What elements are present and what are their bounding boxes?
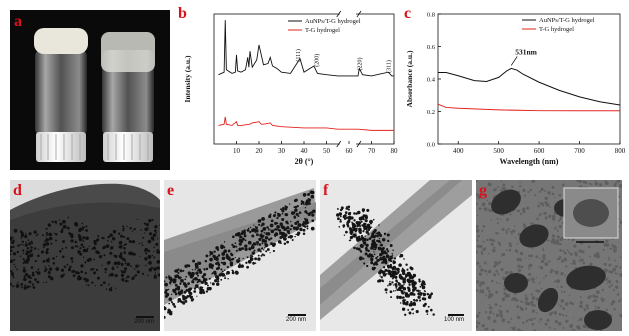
y-axis-label: Intensity (a.u.) [183, 55, 192, 102]
legend-entry: T-G hydrogel [539, 26, 574, 33]
y-axis-label: Absorbance (a.u.) [405, 50, 414, 107]
peak-annotation: (311) [386, 60, 393, 73]
plot-frame [213, 13, 395, 145]
panel-g-label: g [479, 182, 487, 199]
series-line-aunps-tg-hydrogel [218, 20, 394, 77]
x-tick-label: 400 [453, 147, 464, 155]
nanoparticle-aggregates [336, 205, 435, 316]
x-tick-label: 10 [233, 147, 241, 155]
panel-a-photo: a [10, 10, 170, 170]
peak-annotation: 531nm [515, 47, 537, 56]
x-tick-label: 700 [574, 147, 585, 155]
peak-annotation: (220) [356, 58, 363, 71]
y-tick-label: 0.2 [427, 109, 435, 116]
axis-break-mark [356, 10, 362, 18]
x-tick-label: 20 [256, 147, 264, 155]
hrtem-image-g [476, 180, 622, 331]
panel-f-scalebar: 100 nm [444, 314, 464, 323]
plot-frame [437, 13, 621, 145]
series-line-tg-hydrogel [437, 103, 620, 112]
y-tick-label: 0.8 [427, 12, 435, 19]
nanoparticle-aggregates [10, 216, 160, 292]
panel-b-label: b [178, 5, 187, 22]
panel-e-label: e [167, 182, 175, 199]
panel-d-tem: d 200 nm [10, 180, 160, 331]
x-tick-label: 500 [493, 147, 504, 155]
peak-annotation: (111) [295, 49, 302, 62]
x-axis-label: 2θ (°) [295, 157, 314, 166]
x-tick-label: 600 [534, 147, 545, 155]
axis-break-mark [336, 140, 342, 148]
panel-e-scalebar-text: 200 nm [285, 317, 306, 323]
right-vial-gel [101, 32, 155, 72]
panel-g-hrtem: g [476, 180, 622, 331]
right-vial-cap [103, 132, 153, 162]
x-tick-label: 70 [368, 147, 376, 155]
series-line-tg-hydrogel [218, 116, 394, 131]
x-tick-label: 80 [391, 147, 399, 155]
panel-d-scalebar: 200 nm [134, 316, 154, 325]
tem-image-e [164, 180, 316, 331]
axis-break-mark [336, 10, 342, 18]
legend-entry: T-G hydrogel [305, 27, 340, 34]
panel-f-tem: f 100 nm [320, 180, 472, 331]
uvvis-chart-svg: 400 500 600 700 800 0.0 0.2 0.4 0.6 0.8 Wavelength… [405, 12, 626, 167]
legend-entry: AuNPs/T-G hydrogel [305, 18, 361, 25]
panel-e-scalebar: 200 nm [286, 314, 306, 323]
nanoparticle-aggregates [164, 190, 316, 319]
vials-illustration [34, 28, 155, 162]
tem-image-d [10, 180, 160, 331]
x-tick-label: 800 [615, 147, 626, 155]
panel-d-label: d [13, 182, 22, 199]
y-tick-label: 0.4 [427, 77, 436, 84]
x-tick-label: 30 [278, 147, 286, 155]
legend-entry: AuNPs/T-G hydrogel [539, 17, 595, 24]
x-tick-label: 60 [346, 147, 354, 155]
panel-f-label: f [323, 182, 329, 199]
axis-break-gap-bottom [339, 142, 356, 145]
left-vial-gel [34, 28, 88, 54]
panel-d-scalebar-text: 200 nm [133, 319, 154, 325]
tem-image-f [320, 180, 472, 331]
axis-break-gap-top [339, 13, 356, 16]
panel-f-scalebar-text: 100 nm [443, 317, 464, 323]
left-vial-cap [36, 132, 86, 162]
y-tick-label: 0.0 [427, 142, 435, 149]
panel-c-label: c [404, 5, 412, 22]
y-tick-label: 0.6 [427, 44, 436, 51]
x-tick-label: 40 [301, 147, 309, 155]
series-line-aunps-tg-hydrogel [438, 67, 621, 106]
panel-c-uvvis-chart: c 400 500 600 700 800 0.0 0.2 0.4 0.6 0.8 Waveleng… [402, 4, 629, 176]
peak-arrow [510, 56, 518, 66]
x-axis-label: Wavelength (nm) [500, 157, 559, 166]
peak-annotation: (200) [314, 54, 321, 67]
x-tick-label: 50 [323, 147, 331, 155]
axis-break-mark [356, 140, 362, 148]
panel-e-tem: e 200 nm [164, 180, 316, 331]
left-vial-glass [35, 50, 87, 135]
panel-a-label: a [14, 13, 22, 30]
xrd-chart-svg: 10 20 30 40 50 60 70 80 2θ (°) Intensity (a.u.) Au… [183, 10, 399, 166]
panel-b-xrd-chart: b 10 20 30 40 50 60 70 80 2θ (°) Intensity (a.u.)… [176, 4, 402, 176]
